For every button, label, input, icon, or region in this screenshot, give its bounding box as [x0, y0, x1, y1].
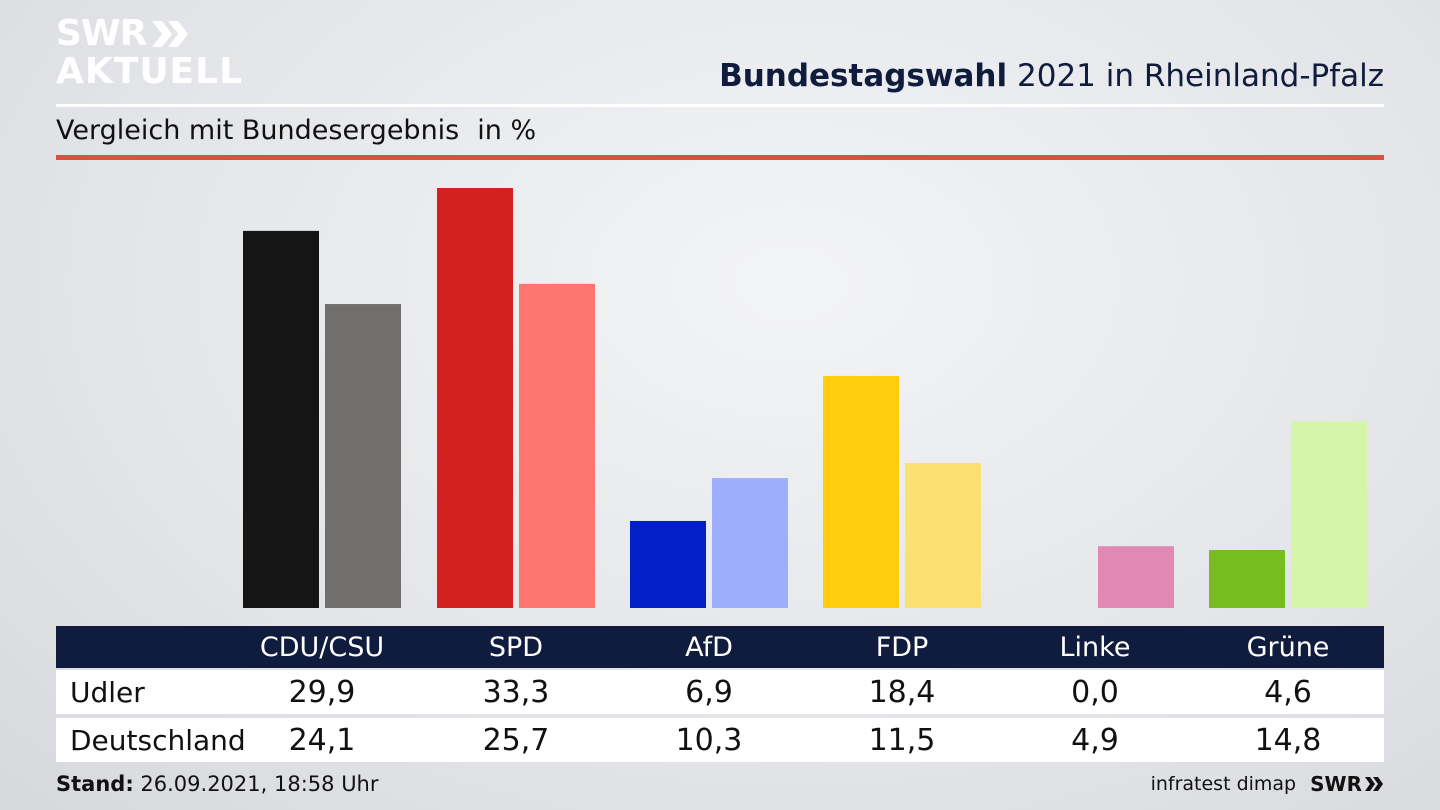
header-divider [56, 104, 1384, 107]
double-chevron-icon [1365, 777, 1383, 791]
swr-aktuell-logo: SWR AKTUELL [56, 16, 243, 90]
column-header-grüne: Grüne [1246, 631, 1330, 663]
title-rest: 2021 in Rheinland-Pfalz [1017, 58, 1384, 94]
value-deutschland-fdp: 11,5 [868, 722, 936, 758]
bar-spd-udler [437, 188, 513, 608]
bar-afd-udler [630, 520, 706, 608]
column-header-linke: Linke [1059, 631, 1131, 663]
value-udler-fdp: 18,4 [868, 674, 936, 710]
footer-credits: infratest dimap SWR [1151, 772, 1384, 796]
value-udler-spd: 33,3 [482, 674, 550, 710]
bar-spd-deutschland [519, 283, 595, 608]
accent-divider [56, 155, 1384, 160]
page-title: Bundestagswahl 2021 in Rheinland-Pfalz [719, 58, 1384, 94]
value-udler-grüne: 4,6 [1264, 674, 1312, 710]
value-deutschland-spd: 25,7 [482, 722, 550, 758]
bar-grüne-udler [1209, 549, 1285, 608]
stand-label: Stand: [56, 772, 134, 796]
bar-cdu-csu-deutschland [325, 304, 401, 608]
logo-line-1: SWR [56, 16, 243, 52]
chart-subtitle: Vergleich mit Bundesergebnis in % [56, 115, 536, 146]
bar-fdp-udler [823, 375, 899, 608]
unit-label: in % [477, 115, 537, 146]
table-row-deutschland: Deutschland 24,1 25,7 10,3 11,5 4,9 14,8 [56, 718, 1384, 762]
stand-value: 26.09.2021, 18:58 Uhr [140, 772, 379, 796]
bar-cdu-csu-udler [243, 230, 319, 609]
logo-line-2: AKTUELL [56, 51, 244, 92]
row-label-udler: Udler [70, 675, 145, 709]
footer-swr-logo: SWR [1310, 772, 1384, 796]
bar-linke-deutschland [1098, 546, 1174, 608]
value-udler-cdu-csu: 29,9 [288, 674, 356, 710]
value-deutschland-linke: 4,9 [1071, 722, 1119, 758]
column-header-cdu-csu: CDU/CSU [259, 631, 385, 663]
table-row-udler: Udler 29,9 33,3 6,9 18,4 0,0 4,6 [56, 670, 1384, 714]
column-header-afd: AfD [685, 631, 733, 663]
value-deutschland-afd: 10,3 [675, 722, 743, 758]
title-bold: Bundestagswahl [719, 58, 1008, 94]
footer-swr-text: SWR [1310, 772, 1362, 796]
value-deutschland-cdu-csu: 24,1 [288, 722, 356, 758]
bar-fdp-deutschland [905, 462, 981, 608]
value-udler-linke: 0,0 [1071, 674, 1119, 710]
source-label: infratest dimap [1150, 773, 1297, 795]
bar-afd-deutschland [712, 478, 788, 608]
column-header-spd: SPD [488, 631, 544, 663]
column-header-fdp: FDP [875, 631, 929, 663]
timestamp: Stand: 26.09.2021, 18:58 Uhr [56, 772, 379, 796]
table-header: CDU/CSU SPD AfD FDP Linke Grüne [56, 626, 1384, 668]
row-label-deutschland: Deutschland [70, 723, 246, 757]
value-udler-afd: 6,9 [685, 674, 733, 710]
logo-swr-text: SWR [56, 13, 147, 54]
bar-grüne-deutschland [1291, 421, 1367, 608]
double-chevron-icon [152, 21, 189, 47]
subtitle-text: Vergleich mit Bundesergebnis [56, 115, 460, 146]
value-deutschland-grüne: 14,8 [1254, 722, 1322, 758]
